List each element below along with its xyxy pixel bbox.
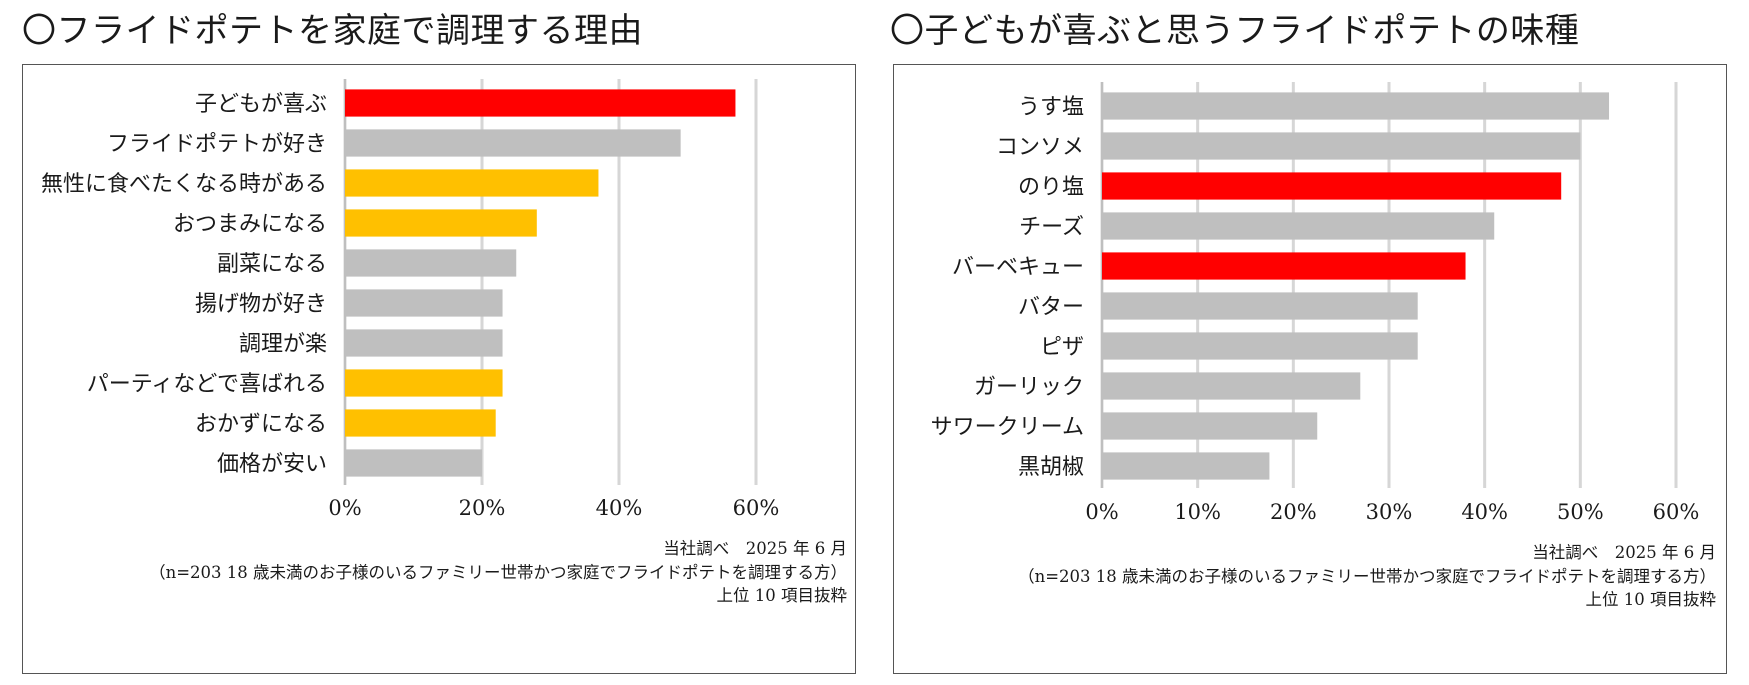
category-label: 副菜になる xyxy=(217,252,327,277)
bar xyxy=(345,209,537,237)
bar xyxy=(1102,412,1318,440)
tick-label: 50% xyxy=(1557,500,1604,524)
category-label: サワークリーム xyxy=(931,415,1084,440)
category-label: バーベキュー xyxy=(952,255,1084,280)
bar xyxy=(345,329,503,357)
category-label: 子どもが喜ぶ xyxy=(195,92,327,117)
source-note: （n=203 18 歳未満のお子様のいるファミリー世帯かつ家庭でフライドポテトを… xyxy=(1018,567,1716,586)
bar xyxy=(1102,172,1562,200)
tick-label: 40% xyxy=(596,496,643,520)
category-label: ピザ xyxy=(1040,335,1084,360)
bar xyxy=(345,369,503,397)
bar xyxy=(1102,372,1361,400)
bar xyxy=(345,89,736,117)
category-label: おかずになる xyxy=(195,412,327,437)
category-label: チーズ xyxy=(1019,215,1084,240)
tick-label: 10% xyxy=(1174,500,1221,524)
tick-label: 60% xyxy=(1653,500,1700,524)
tick-label: 20% xyxy=(459,496,506,520)
category-label: のり塩 xyxy=(1018,175,1084,200)
tick-label: 60% xyxy=(733,496,780,520)
bar xyxy=(345,409,496,437)
bar xyxy=(345,129,681,157)
source-note: 上位 10 項目抜粋 xyxy=(717,586,848,605)
bar xyxy=(345,449,482,477)
bar xyxy=(1102,92,1610,120)
tick-label: 0% xyxy=(1085,500,1118,524)
category-label: 価格が安い xyxy=(217,452,327,477)
source-note: 上位 10 項目抜粋 xyxy=(1586,590,1717,609)
bar xyxy=(1102,452,1270,480)
category-label: コンソメ xyxy=(996,135,1084,160)
right-chart-svg: うす塩コンソメのり塩チーズバーベキューバターピザガーリックサワークリーム黒胡椒0… xyxy=(931,82,1717,609)
left-chart-frame: 子どもが喜ぶフライドポテトが好き無性に食べたくなる時があるおつまみになる副菜にな… xyxy=(22,64,856,674)
bar xyxy=(1102,292,1418,320)
category-label: バター xyxy=(1018,295,1084,320)
tick-label: 30% xyxy=(1366,500,1413,524)
category-label: フライドポテトが好き xyxy=(107,132,327,157)
category-label: 揚げ物が好き xyxy=(195,292,327,317)
tick-label: 40% xyxy=(1461,500,1508,524)
category-label: パーティなどで喜ばれる xyxy=(87,372,327,397)
right-chart-frame: うす塩コンソメのり塩チーズバーベキューバターピザガーリックサワークリーム黒胡椒 0… xyxy=(893,64,1727,674)
bar xyxy=(345,169,599,197)
tick-label: 20% xyxy=(1270,500,1317,524)
source-note: 当社調べ 2025 年 6 月 xyxy=(1532,543,1716,562)
category-label: ガーリック xyxy=(974,375,1084,400)
bar xyxy=(345,289,503,317)
category-label: おつまみになる xyxy=(173,212,327,237)
category-label: うす塩 xyxy=(1018,95,1084,120)
source-note: （n=203 18 歳未満のお子様のいるファミリー世帯かつ家庭でフライドポテトを… xyxy=(149,563,847,582)
category-label: 黒胡椒 xyxy=(1018,455,1084,480)
bar xyxy=(1102,252,1466,280)
bar xyxy=(1102,132,1581,160)
left-chart-title: 〇フライドポテトを家庭で調理する理由 xyxy=(22,11,643,51)
source-note: 当社調べ 2025 年 6 月 xyxy=(663,539,847,558)
category-label: 無性に食べたくなる時がある xyxy=(41,172,327,197)
bar xyxy=(1102,212,1495,240)
bar xyxy=(345,249,517,277)
right-chart-title: 〇子どもが喜ぶと思うフライドポテトの味種 xyxy=(890,11,1580,51)
tick-label: 0% xyxy=(328,496,361,520)
left-chart-svg: 子どもが喜ぶフライドポテトが好き無性に食べたくなる時があるおつまみになる副菜にな… xyxy=(41,79,848,605)
category-label: 調理が楽 xyxy=(239,332,327,357)
bar xyxy=(1102,332,1418,360)
